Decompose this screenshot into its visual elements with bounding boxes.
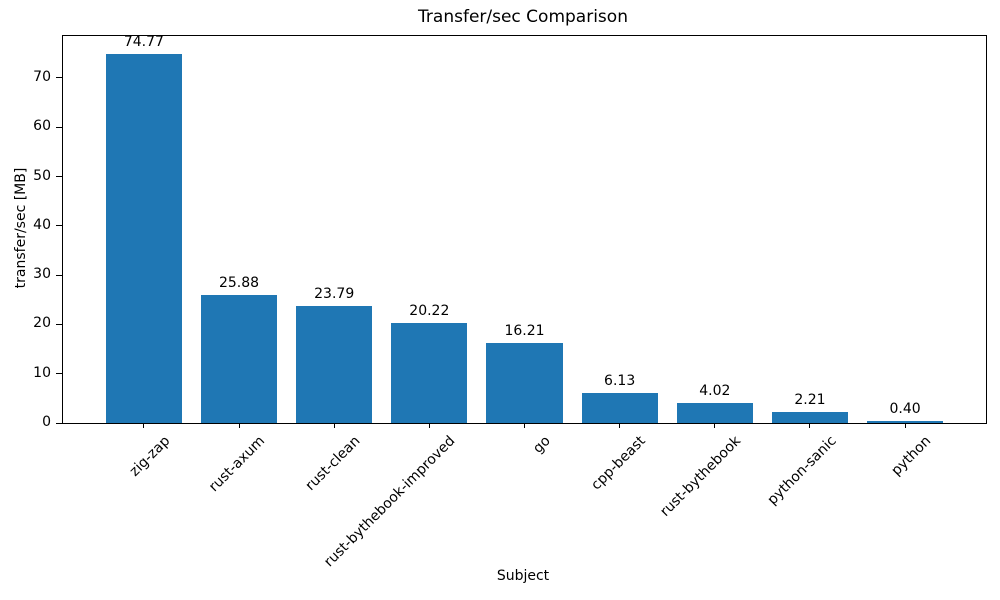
y-tick-label: 60 xyxy=(33,118,51,135)
x-tick-label-python-sanic: python-sanic xyxy=(764,433,840,509)
x-tick-label-rust-axum: rust-axum xyxy=(206,433,269,496)
bar-zig-zap xyxy=(105,54,182,423)
bar-rust-bythebook xyxy=(676,403,753,423)
x-axis-label: Subject xyxy=(496,568,550,584)
y-tick-label: 10 xyxy=(33,364,51,381)
chart-title: Transfer/sec Comparison xyxy=(418,7,628,27)
x-tick-mark xyxy=(143,423,145,428)
x-tick-mark xyxy=(428,423,430,428)
y-tick-mark xyxy=(56,176,63,177)
bar-rust-bythebook-improved xyxy=(391,323,468,423)
x-tick-mark xyxy=(238,423,240,428)
y-tick-mark xyxy=(56,323,63,325)
y-tick-label: 20 xyxy=(33,315,51,332)
bar-value-label: 23.79 xyxy=(314,285,355,302)
bar-go xyxy=(486,343,563,423)
x-tick-label-python: python xyxy=(888,433,935,479)
bar-python xyxy=(867,421,944,423)
plot-area: 0 10 20 30 40 50 60 70 74.77 zig-zap 25.88 rust-axu… xyxy=(33,34,987,570)
bar-value-label: 25.88 xyxy=(218,275,260,292)
bar-value-label: 2.21 xyxy=(794,392,826,409)
bar-value-label: 0.40 xyxy=(889,401,921,418)
y-tick-mark xyxy=(56,373,63,375)
x-tick-label-zig-zap: zig-zap xyxy=(126,433,174,480)
bar-value-label: 4.02 xyxy=(699,383,731,400)
bar-value-label: 16.21 xyxy=(504,323,545,340)
y-tick-label: 30 xyxy=(33,266,51,283)
x-tick-label-cpp-beast: cpp-beast xyxy=(588,433,649,494)
x-tick-label-go: go xyxy=(530,433,554,457)
x-tick-mark xyxy=(619,423,621,428)
bar-rust-clean xyxy=(296,305,373,423)
x-tick-mark xyxy=(714,423,716,428)
y-tick-label: 50 xyxy=(33,167,51,184)
y-tick-mark xyxy=(56,422,63,424)
x-tick-mark xyxy=(904,423,906,428)
x-tick-mark xyxy=(333,423,335,428)
x-tick-mark xyxy=(524,423,525,428)
bar-python-sanic xyxy=(771,412,848,423)
x-tick-label-rust-bythebook: rust-bythebook xyxy=(657,433,745,520)
x-tick-mark xyxy=(809,423,811,428)
y-tick-mark xyxy=(56,126,63,128)
bar-value-label: 74.77 xyxy=(123,34,164,51)
y-tick-mark xyxy=(56,77,63,79)
y-tick-mark xyxy=(56,274,63,276)
bar-value-label: 6.13 xyxy=(604,372,636,389)
bar-value-label: 20.22 xyxy=(409,303,450,320)
y-tick-label: 70 xyxy=(33,68,51,85)
bar-cpp-beast xyxy=(581,392,658,423)
y-tick-label: 0 xyxy=(42,414,51,430)
x-tick-label-rust-clean: rust-clean xyxy=(302,433,364,494)
bar-rust-axum xyxy=(200,295,278,423)
y-tick-mark xyxy=(56,225,63,227)
y-tick-label: 40 xyxy=(33,216,51,233)
